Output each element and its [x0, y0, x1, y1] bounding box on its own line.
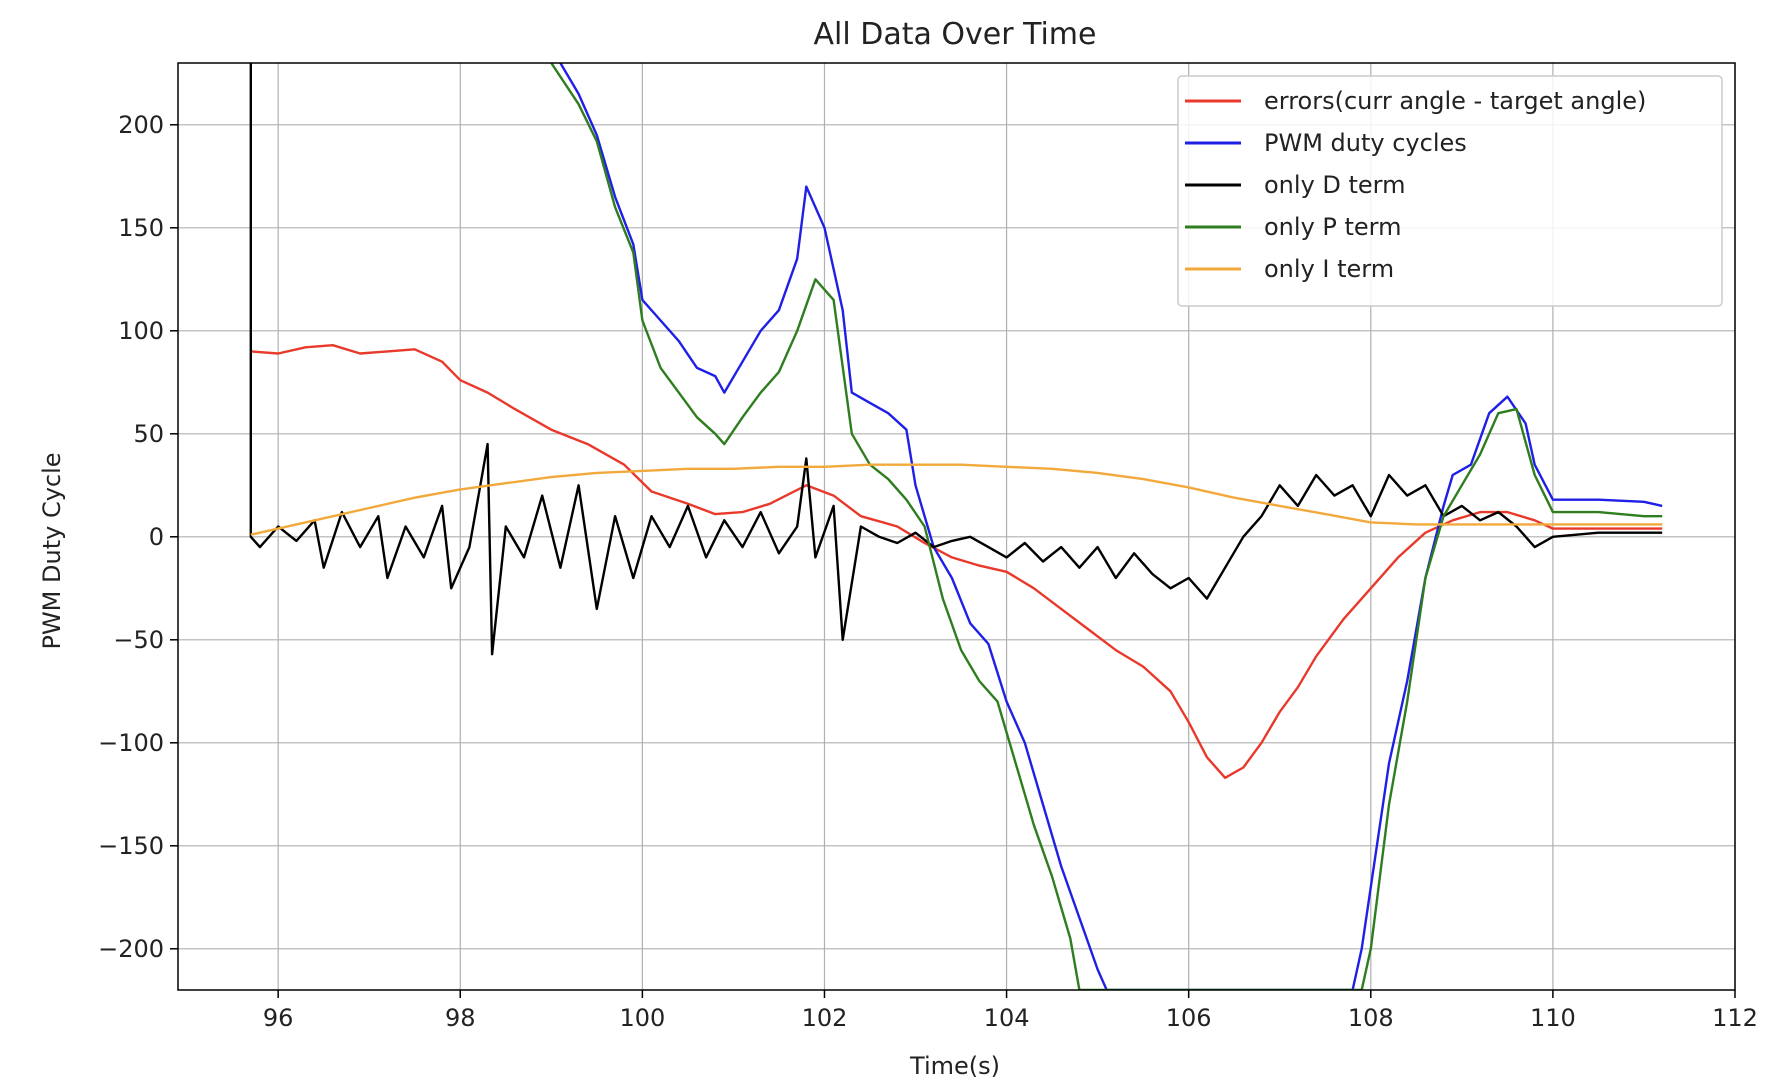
series-line-2	[249, 63, 1663, 656]
x-tick-label: 98	[445, 1004, 476, 1032]
series-line-0	[250, 344, 1663, 779]
x-tick-label: 106	[1166, 1004, 1212, 1032]
y-axis-label: PWM Duty Cycle	[38, 452, 66, 649]
series-line-4	[250, 463, 1663, 536]
x-tick-label: 108	[1348, 1004, 1394, 1032]
legend-label: only D term	[1264, 171, 1406, 199]
legend-label: errors(curr angle - target angle)	[1264, 87, 1646, 115]
series-line-1	[559, 63, 1663, 990]
plot-frame	[177, 62, 1736, 991]
chart-title: All Data Over Time	[813, 17, 1096, 52]
y-tick-label: −100	[98, 729, 164, 757]
series-layer	[249, 63, 1663, 990]
x-tick-label: 112	[1712, 1004, 1758, 1032]
y-tick-label: −200	[98, 935, 164, 963]
x-tick-label: 96	[263, 1004, 294, 1032]
series-line-3	[550, 63, 1663, 990]
x-axis-label: Time(s)	[909, 1052, 1000, 1080]
x-tick-label: 110	[1530, 1004, 1576, 1032]
legend-label: PWM duty cycles	[1264, 129, 1467, 157]
y-tick-label: 0	[149, 523, 164, 551]
x-tick-label: 104	[984, 1004, 1030, 1032]
x-tick-label: 102	[802, 1004, 848, 1032]
y-tick-label: −50	[113, 626, 164, 654]
y-tick-label: −150	[98, 832, 164, 860]
x-tick-label: 100	[619, 1004, 665, 1032]
legend-label: only I term	[1264, 255, 1394, 283]
y-tick-label: 50	[133, 420, 164, 448]
axis-ticks: 96 98 100 102 104 106 108 110 112 200 150 100 50 0 −50…	[98, 111, 1758, 1032]
y-tick-label: 200	[118, 111, 164, 139]
legend-label: only P term	[1264, 213, 1402, 241]
y-tick-label: 100	[118, 317, 164, 345]
legend: errors(curr angle - target angle) PWM dut…	[1177, 75, 1723, 307]
y-tick-label: 150	[118, 214, 164, 242]
legend-box	[1177, 75, 1723, 307]
